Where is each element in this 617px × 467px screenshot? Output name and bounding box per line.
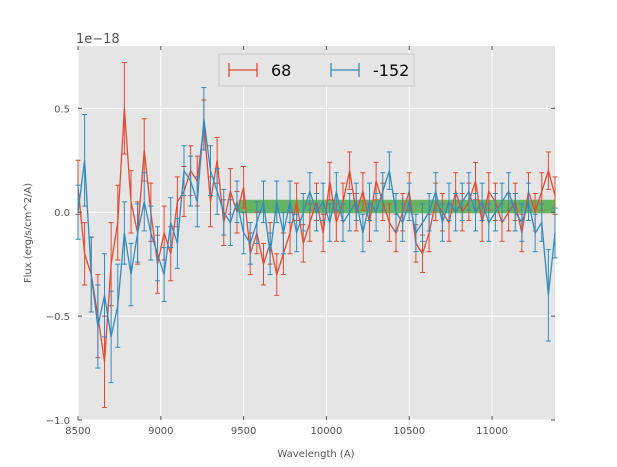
x-axis-label: Wavelength (A) (277, 449, 354, 460)
legend-entry: -152 (330, 61, 409, 80)
legend-entry: 68 (228, 61, 291, 80)
y-tick-label: 0.5 (54, 104, 70, 115)
x-tick-label: 10000 (311, 426, 343, 437)
series-layer (75, 62, 558, 409)
x-tick-label: 9000 (148, 426, 173, 437)
x-tick-label: 10500 (393, 426, 425, 437)
legend-label: 68 (271, 61, 291, 80)
tick-labels: 8500 9000 9500 10000 10500 11000 −1.0 −0.5 0.0 0.… (46, 104, 508, 437)
y-tick-label: −0.5 (46, 312, 70, 323)
y-tick-label: −1.0 (46, 416, 70, 427)
series-line (77, 118, 556, 338)
legend-label: -152 (373, 61, 409, 80)
ticks (77, 46, 555, 421)
y-axis-label: Flux (erg/s/cm^2/A) (23, 183, 34, 283)
y-tick-label: 0.0 (54, 208, 70, 219)
legend-entries: 68 -152 (228, 61, 409, 80)
x-tick-label: 11000 (476, 426, 508, 437)
x-tick-label: 9500 (231, 426, 256, 437)
x-tick-label: 8500 (65, 426, 90, 437)
plot-background (78, 46, 555, 420)
series-2 (75, 87, 558, 384)
y-axis-offset-label: 1e−18 (76, 32, 120, 47)
green-band-layer (238, 199, 555, 214)
legend: 68 -152 (218, 53, 415, 87)
green-band (238, 199, 555, 214)
